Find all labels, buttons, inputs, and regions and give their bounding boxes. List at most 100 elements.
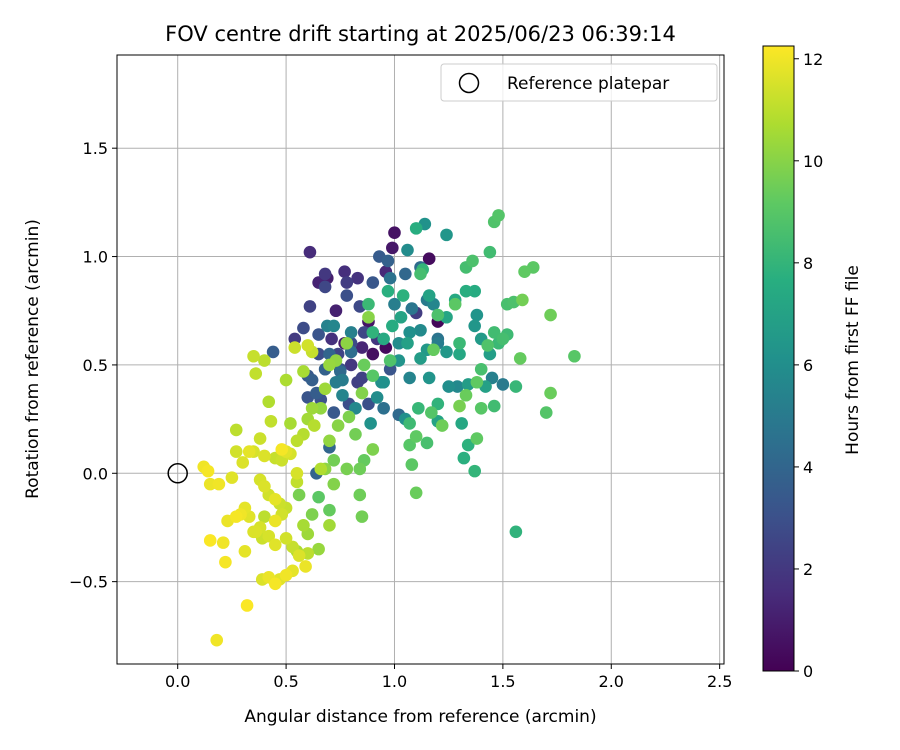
data-point xyxy=(344,326,358,339)
data-point xyxy=(468,464,481,478)
data-point xyxy=(292,488,306,502)
colorbar: 0 2 4 6 8 10 12 Hours from first FF file xyxy=(762,45,863,681)
data-point xyxy=(331,419,345,432)
y-tick-label: −0.5 xyxy=(69,573,108,592)
legend: Reference platepar xyxy=(440,63,718,102)
data-point xyxy=(290,466,304,480)
data-point xyxy=(366,347,380,361)
data-point xyxy=(247,525,260,539)
x-axis-ticks: 0.0 0.5 1.0 1.5 2.0 2.5 xyxy=(165,664,732,691)
data-point xyxy=(544,308,557,322)
data-point xyxy=(544,386,557,400)
data-point xyxy=(268,492,282,506)
colorbar-tick-label: 8 xyxy=(803,254,813,273)
data-point xyxy=(312,490,325,504)
data-point xyxy=(323,518,336,532)
data-point xyxy=(262,529,276,543)
data-point xyxy=(485,371,499,385)
y-tick-label: 0.5 xyxy=(83,356,108,375)
data-point xyxy=(258,479,271,493)
data-point xyxy=(229,445,243,458)
data-point xyxy=(440,228,453,242)
data-point xyxy=(323,434,336,448)
data-point xyxy=(392,336,406,350)
data-points xyxy=(197,209,581,647)
data-point xyxy=(288,341,302,354)
data-point xyxy=(340,336,354,350)
data-point xyxy=(539,406,553,419)
reference-platepar-point xyxy=(167,463,188,484)
data-point xyxy=(466,254,479,268)
legend-marker-open-circle-icon xyxy=(458,72,480,94)
data-point xyxy=(236,456,250,469)
data-point xyxy=(253,432,267,445)
data-point xyxy=(292,549,306,562)
data-point xyxy=(229,510,243,523)
data-point xyxy=(279,373,293,387)
colorbar-tick-label: 12 xyxy=(803,50,823,69)
data-point xyxy=(258,354,271,367)
data-point xyxy=(338,265,351,279)
data-point xyxy=(481,339,495,352)
data-point xyxy=(453,399,466,413)
data-point xyxy=(381,254,395,268)
chart-title: FOV centre drift starting at 2025/06/23 … xyxy=(165,22,676,46)
data-point xyxy=(496,378,510,391)
data-point xyxy=(312,542,325,556)
data-point xyxy=(297,518,310,532)
data-point xyxy=(258,510,271,523)
data-point xyxy=(284,417,297,430)
data-point xyxy=(329,375,343,389)
data-point xyxy=(461,438,475,452)
data-point xyxy=(412,401,425,415)
data-point xyxy=(366,326,380,339)
data-point xyxy=(474,362,488,376)
y-axis-ticks: −0.5 0.0 0.5 1.0 1.5 xyxy=(69,139,117,592)
data-point xyxy=(362,297,375,311)
data-point xyxy=(268,514,282,528)
data-point xyxy=(420,436,434,450)
data-point xyxy=(349,401,362,415)
data-point xyxy=(386,241,399,255)
data-point xyxy=(290,434,304,448)
data-point xyxy=(305,373,319,387)
data-point xyxy=(355,510,369,523)
data-point xyxy=(451,380,464,393)
data-point xyxy=(516,293,529,307)
data-point xyxy=(340,276,354,289)
y-axis-label: Rotation from reference (arcmin) xyxy=(23,219,43,499)
data-point xyxy=(216,536,230,549)
colorbar-gradient xyxy=(762,45,795,672)
data-point xyxy=(258,449,271,463)
data-point xyxy=(568,349,581,363)
data-point xyxy=(405,458,419,471)
data-point xyxy=(299,560,312,573)
reference-marker xyxy=(167,463,188,484)
data-point xyxy=(268,577,282,591)
data-point xyxy=(405,302,419,315)
legend-label: Reference platepar xyxy=(507,74,669,94)
data-point xyxy=(290,475,304,489)
colorbar-tick-label: 2 xyxy=(803,560,813,579)
data-point xyxy=(403,438,416,452)
data-point xyxy=(203,534,217,547)
data-point xyxy=(470,308,484,322)
data-point xyxy=(229,423,243,437)
data-point xyxy=(262,395,276,409)
data-point xyxy=(238,545,252,558)
data-point xyxy=(422,252,436,266)
data-point xyxy=(305,401,319,415)
data-point xyxy=(474,401,488,415)
colorbar-tick-label: 0 xyxy=(803,662,813,681)
colorbar-tick-label: 4 xyxy=(803,458,813,477)
data-point xyxy=(381,284,395,298)
data-point xyxy=(366,369,380,383)
data-point xyxy=(349,427,362,441)
data-point xyxy=(414,267,427,281)
data-point xyxy=(203,477,217,491)
data-point xyxy=(422,289,436,302)
x-tick-label: 1.5 xyxy=(490,672,515,691)
data-point xyxy=(453,336,466,350)
data-point xyxy=(351,271,364,285)
